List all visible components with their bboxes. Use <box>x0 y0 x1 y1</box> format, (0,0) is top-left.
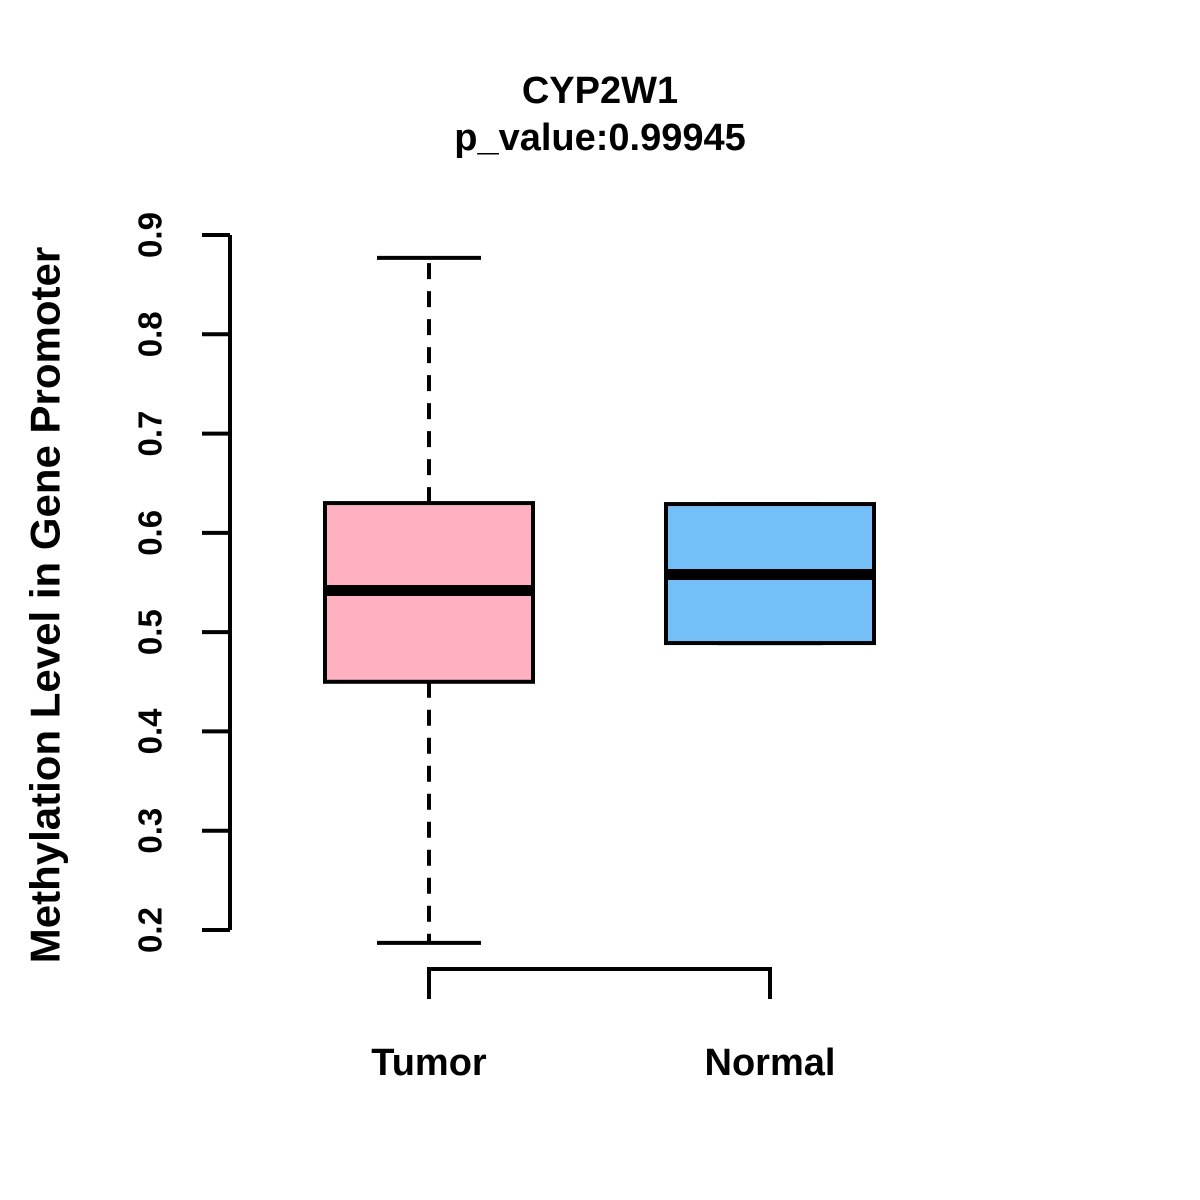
y-tick-label: 0.2 <box>132 907 169 953</box>
x-category-label: Tumor <box>371 1042 487 1084</box>
y-tick-label: 0.9 <box>132 212 169 258</box>
x-category-labels: Tumor Normal <box>371 1042 835 1084</box>
y-axis: 0.2 0.3 0.4 0.5 0.6 0.7 0.8 0.9 <box>132 212 232 953</box>
y-axis-title: Methylation Level in Gene Promoter <box>22 247 69 963</box>
box-groups <box>323 255 876 945</box>
y-tick-label: 0.7 <box>132 411 169 457</box>
x-axis-line <box>427 967 772 999</box>
x-category-label: Normal <box>705 1042 836 1084</box>
y-tick-label: 0.4 <box>132 708 169 755</box>
box-group-tumor <box>323 255 535 945</box>
y-tick-label: 0.5 <box>132 609 169 655</box>
y-tick-label: 0.6 <box>132 510 169 556</box>
y-tick-label: 0.3 <box>132 808 169 854</box>
box-group-normal <box>664 502 876 646</box>
chart-subtitle: p_value:0.99945 <box>454 117 746 159</box>
y-tick-label: 0.8 <box>132 311 169 357</box>
chart-title: CYP2W1 <box>522 70 678 112</box>
x-axis-bracket <box>427 967 772 999</box>
